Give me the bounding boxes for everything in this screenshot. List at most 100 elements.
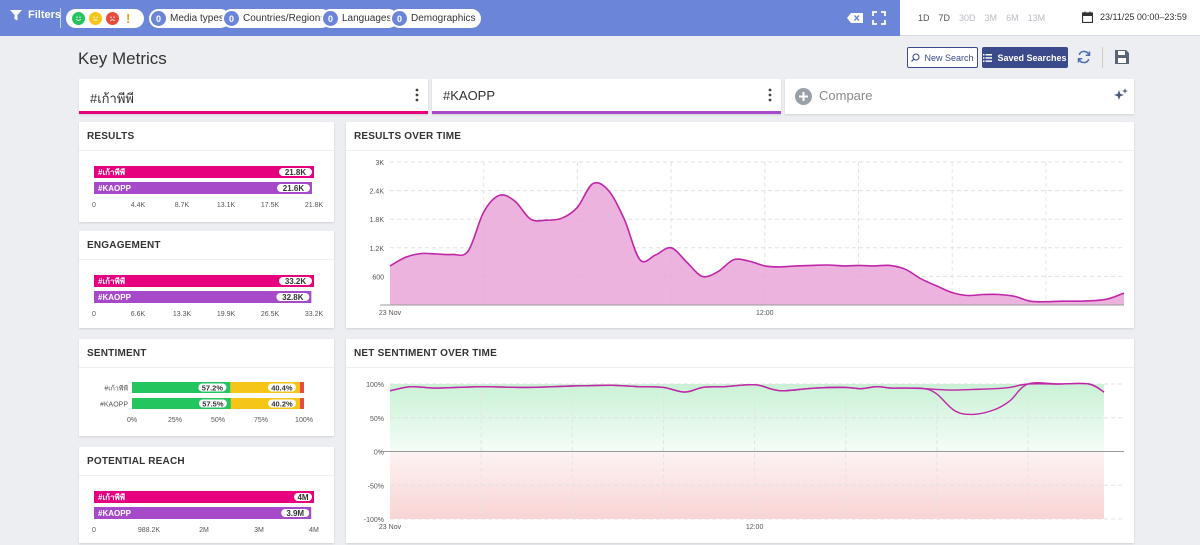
sentiment-card: SENTIMENT #เก้าพีพี 57.2% 40.4% #KAOPP 57.5%… — [79, 339, 334, 436]
bar — [94, 491, 314, 503]
filter-icon — [10, 9, 22, 20]
sentiment-segment — [299, 382, 304, 393]
range-13m[interactable]: 13M — [1027, 13, 1046, 23]
engagement-bar-chart: #เก้าพีพี 33.2K #KAOPP 32.8K 0 6.6K 13.3K 19.9K… — [92, 275, 323, 318]
data-label: 40.2% — [271, 400, 293, 409]
card-title: RESULTS — [87, 131, 135, 142]
card-title: RESULTS OVER TIME — [354, 131, 462, 142]
search-tab-2[interactable]: #KAOPP — [432, 79, 781, 114]
x-tick-label: 13.1K — [217, 202, 236, 209]
fullscreen-icon[interactable] — [872, 11, 886, 25]
x-tick-label: 21.8K — [305, 202, 324, 209]
card-title: SENTIMENT — [87, 348, 147, 359]
saved-searches-button[interactable]: Saved Searches — [982, 47, 1068, 68]
divider — [346, 367, 1134, 368]
search-name: #KAOPP — [443, 88, 496, 103]
x-tick-label: 4M — [309, 527, 319, 534]
data-label: 40.4% — [271, 384, 293, 393]
page-title: Key Metrics — [78, 49, 167, 68]
new-search-button[interactable]: New Search — [907, 47, 978, 68]
x-tick-label: 75% — [254, 417, 268, 424]
date-picker[interactable]: 23/11/25 00:00–23:59 — [1082, 11, 1187, 23]
bar — [94, 166, 314, 178]
languages-filter[interactable]: 0 Languages — [321, 9, 398, 28]
compare-label: Compare — [819, 88, 873, 103]
y-tick-label: 2.4K — [370, 189, 385, 196]
kebab-menu-icon[interactable] — [415, 88, 419, 102]
results-bar-chart: #เก้าพีพี 21.8K #KAOPP 21.6K 0 4.4K 8.7K 13.1K 1… — [92, 166, 324, 209]
date-range-label: 23/11/25 00:00–23:59 — [1100, 12, 1187, 22]
x-tick-label: 4.4K — [131, 202, 146, 209]
sentiment-segment — [230, 382, 300, 393]
divider — [79, 367, 334, 368]
x-tick-label: 0% — [127, 417, 137, 424]
media-types-filter[interactable]: 0 Media types — [149, 9, 230, 28]
value-label-bg — [276, 184, 310, 192]
value-label-bg — [198, 399, 227, 408]
search-name: #เก้าพีพี — [90, 91, 134, 106]
bar — [94, 275, 314, 287]
countries-filter[interactable]: 0 Countries/Regions — [222, 9, 332, 28]
results-over-time-chart: 600 1.2K 1.8K 2.4K 3K 23 Nov 12:00 — [370, 160, 1125, 317]
data-label: 21.8K — [285, 168, 307, 177]
y-tick-label: 1.8K — [370, 217, 385, 224]
top-filter-bar: Filters ! 0 Media types 0 Countries/Region… — [0, 0, 1200, 36]
search-color-underline — [432, 111, 781, 114]
count-badge: 0 — [151, 11, 166, 26]
search-icon — [911, 53, 921, 62]
bar-category-label: #เก้าพีพี — [98, 276, 125, 286]
kebab-menu-icon[interactable] — [768, 88, 772, 102]
data-label: 21.6K — [283, 184, 305, 193]
value-label-bg — [268, 399, 297, 408]
series-line — [389, 181, 1125, 303]
range-6m[interactable]: 6M — [1006, 13, 1019, 23]
warning-icon[interactable]: ! — [126, 11, 131, 26]
potential-reach-card: POTENTIAL REACH #เก้าพีพี 4M #KAOPP 3.9M 0 98… — [79, 447, 334, 543]
y-tick-label: 3K — [375, 160, 384, 167]
data-label: 33.2K — [285, 277, 307, 286]
divider — [1102, 47, 1103, 68]
clear-filters-icon[interactable] — [847, 13, 863, 23]
bar-category-label: #KAOPP — [98, 293, 132, 302]
refresh-icon[interactable] — [1077, 50, 1091, 64]
save-icon[interactable] — [1115, 50, 1129, 64]
add-circle-icon[interactable] — [795, 88, 812, 105]
data-label: 4M — [297, 493, 308, 502]
x-tick-label: 12:00 — [746, 524, 764, 531]
range-30d[interactable]: 30D — [959, 13, 976, 23]
y-tick-label: 50% — [370, 416, 384, 423]
range-1d[interactable]: 1D — [918, 13, 930, 23]
x-tick-label: 50% — [211, 417, 225, 424]
x-tick-label: 17.5K — [261, 202, 280, 209]
bar-category-label: #KAOPP — [98, 184, 132, 193]
search-tab-1[interactable]: #เก้าพีพี — [79, 79, 428, 114]
sentiment-filter[interactable]: ! — [66, 9, 144, 28]
x-tick-label: 100% — [295, 417, 313, 424]
x-tick-label: 6.6K — [131, 311, 146, 318]
count-badge: 0 — [224, 11, 239, 26]
x-tick-label: 0 — [92, 202, 96, 209]
divider — [79, 150, 334, 151]
demographics-filter[interactable]: 0 Demographics — [390, 9, 482, 28]
sparkle-icon[interactable] — [1114, 88, 1128, 102]
positive-face-icon[interactable] — [72, 12, 85, 25]
neutral-face-icon[interactable] — [89, 12, 102, 25]
range-7d[interactable]: 7D — [938, 13, 951, 23]
x-tick-label: 988.2K — [138, 527, 161, 534]
data-label: 57.2% — [202, 384, 224, 393]
range-3m[interactable]: 3M — [984, 13, 998, 23]
x-tick-label: 26.5K — [261, 311, 280, 318]
list-icon — [983, 53, 993, 62]
sentiment-segment — [230, 398, 301, 409]
divider — [79, 259, 334, 260]
new-search-label: New Search — [924, 52, 974, 63]
x-tick-label: 19.9K — [217, 311, 236, 318]
compare-tab[interactable]: Compare — [785, 79, 1134, 114]
reach-bar-chart: #เก้าพีพี 4M #KAOPP 3.9M 0 988.2K 2M 3M 4M — [92, 491, 319, 534]
y-tick-label: 0% — [374, 450, 384, 457]
value-label-bg — [294, 493, 312, 501]
negative-face-icon[interactable] — [106, 12, 119, 25]
results-over-time-card: RESULTS OVER TIME 600 1.2K 1.8K 2.4K 3K 23 No… — [346, 122, 1134, 328]
value-label-bg — [279, 168, 312, 176]
filters-button[interactable]: Filters — [10, 9, 61, 21]
